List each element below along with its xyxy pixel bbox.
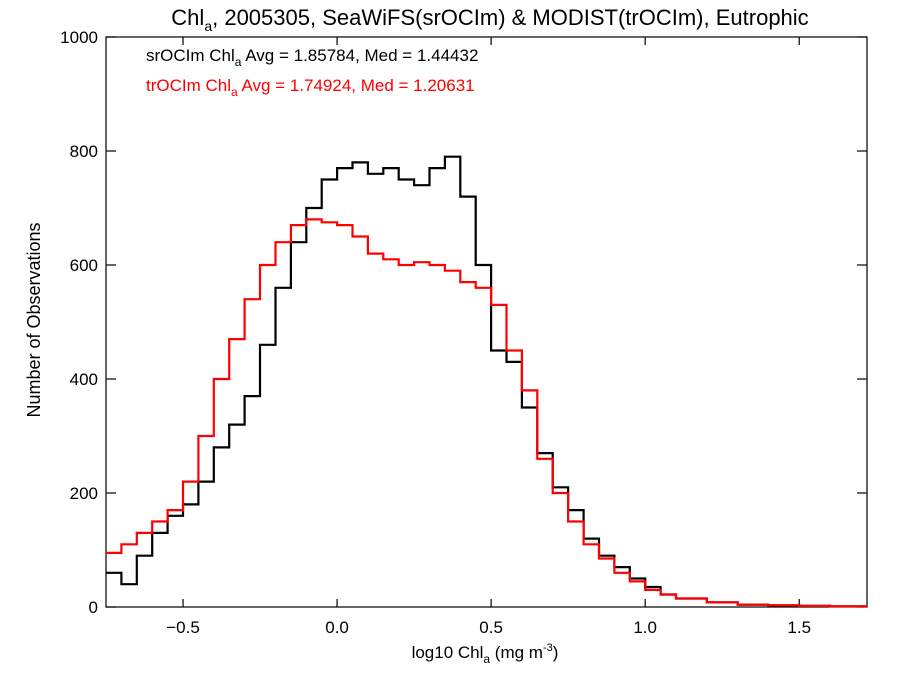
xlabel-close: ): [553, 643, 559, 662]
title-subscript: a: [204, 18, 212, 34]
xlabel-main: log10 Chl: [412, 643, 484, 662]
x-tick-label: 1.5: [787, 618, 811, 637]
y-tick-label: 600: [70, 256, 98, 275]
xlabel-rest: (mg m: [490, 643, 543, 662]
annotation-srocim-pre: srOCIm Chl: [146, 46, 235, 65]
axis-ticks: −0.5 0.0 0.5 1.0 1.5 0 200 400 600 800 1000: [60, 28, 867, 637]
annotation-trocim-sub: a: [231, 85, 238, 99]
annotation-trocim-pre: trOCIm Chl: [146, 76, 231, 95]
annotation-srocim-sub: a: [235, 55, 242, 69]
x-axis-label: log10 Chla (mg m-3): [412, 642, 559, 666]
annotation-srocim: srOCIm Chla Avg = 1.85784, Med = 1.44432: [146, 46, 478, 69]
xlabel-superscript: -3: [543, 642, 553, 654]
x-tick-label: 1.0: [633, 618, 657, 637]
title-rest: , 2005305, SeaWiFS(srOCIm) & MODIST(trOC…: [212, 5, 809, 30]
series-group: [106, 155, 867, 608]
x-tick-label: −0.5: [166, 618, 200, 637]
y-tick-label: 400: [70, 370, 98, 389]
xlabel-subscript: a: [483, 652, 490, 666]
y-tick-label: 1000: [60, 28, 98, 47]
chart-title: Chla, 2005305, SeaWiFS(srOCIm) & MODIST(…: [171, 5, 808, 34]
y-tick-label: 200: [70, 484, 98, 503]
series-line-trocim: [106, 218, 867, 608]
annotation-trocim-post: Avg = 1.74924, Med = 1.20631: [238, 76, 475, 95]
x-tick-label: 0.5: [479, 618, 503, 637]
title-main: Chl: [171, 5, 204, 30]
y-axis-label: Number of Observations: [24, 222, 44, 417]
annotation-srocim-post: Avg = 1.85784, Med = 1.44432: [241, 46, 478, 65]
annotation-trocim: trOCIm Chla Avg = 1.74924, Med = 1.20631: [146, 76, 475, 99]
y-tick-label: 0: [89, 598, 98, 617]
series-line-srocim: [106, 155, 867, 608]
y-tick-label: 800: [70, 142, 98, 161]
x-tick-label: 0.0: [325, 618, 349, 637]
plot-frame: [105, 36, 868, 608]
